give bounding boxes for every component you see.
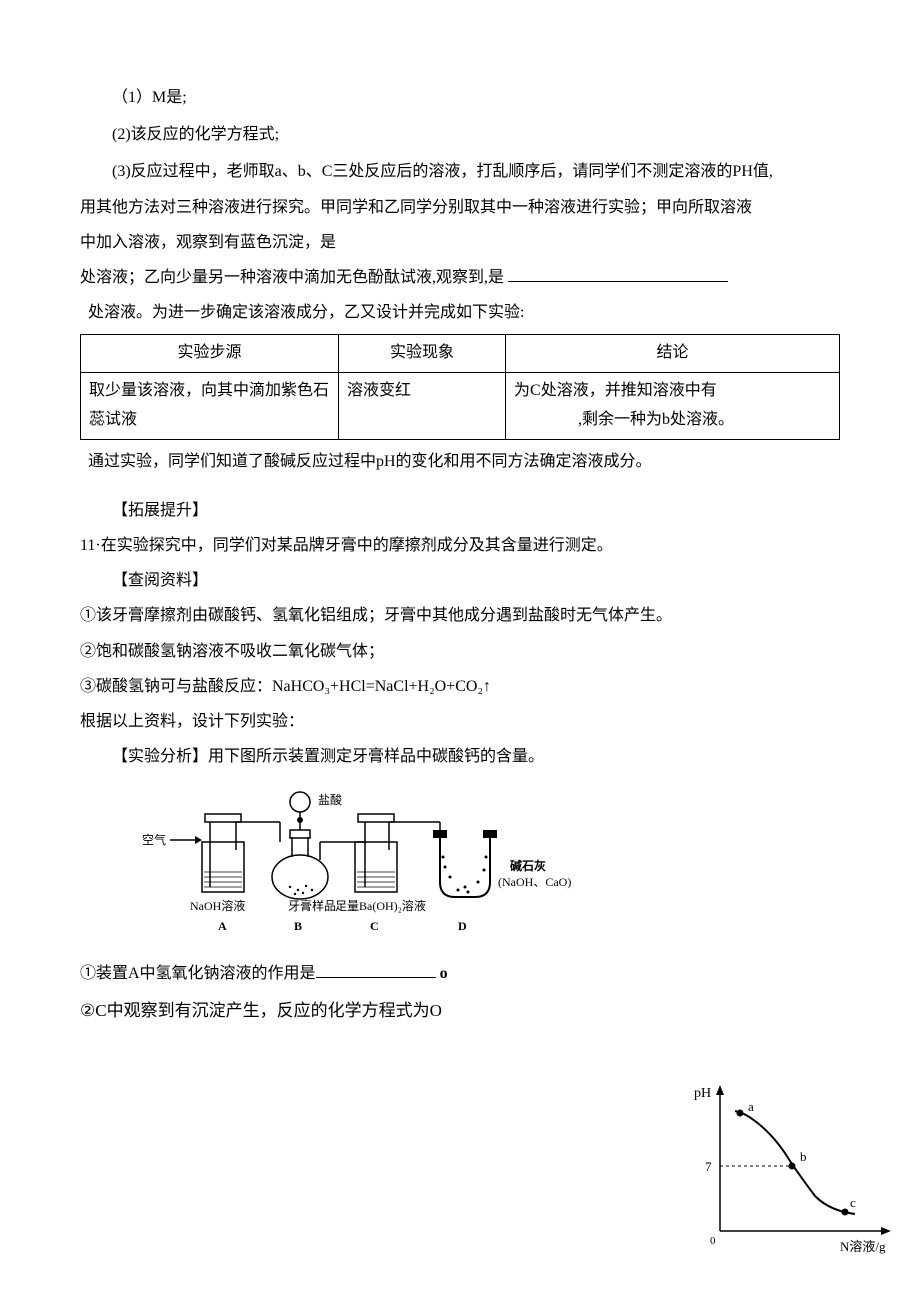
question-1: （1）M是; xyxy=(80,80,840,115)
table-header-steps: 实验步源 xyxy=(81,335,339,373)
cell-steps: 取少量该溶液，向其中滴加紫色石蕊试液 xyxy=(81,373,339,440)
apparatus-diagram: 空气 NaOH溶液 A 盐酸 xyxy=(140,782,580,952)
cell-conclusion: 为C处溶液，并推知溶液中有 ,剩余一种为b处溶液。 xyxy=(506,373,840,440)
sub-q1-end: o xyxy=(440,965,448,982)
q11-intro: 11·在实验探究中，同学们对某品牌牙膏中的摩擦剂成分及其含量进行测定。 xyxy=(80,528,840,563)
sub-question-1: ①装置A中氢氧化钠溶液的作用是 o xyxy=(80,956,840,991)
soda-lime-label: 碱石灰 xyxy=(510,858,546,873)
lookup-item-2: ②饱和碳酸氢钠溶液不吸收二氧化碳气体； xyxy=(80,634,840,669)
ph-y7: 7 xyxy=(705,1159,712,1174)
hcl-label: 盐酸 xyxy=(318,792,342,807)
ph-xlabel: N溶液/g xyxy=(840,1239,886,1254)
point-c: c xyxy=(850,1195,856,1210)
label-a: A xyxy=(218,919,227,933)
experiment-conclusion: 通过实验，同学们知道了酸碱反应过程中pH的变化和用不同方法确定溶液成分。 xyxy=(88,444,840,479)
label-d: D xyxy=(458,919,467,933)
table-header-conclusion: 结论 xyxy=(506,335,840,373)
air-label: 空气 xyxy=(142,832,166,847)
question-3-line2: 用其他方法对三种溶液进行探究。甲同学和乙同学分别取其中一种溶液进行实验；甲向所取… xyxy=(80,190,840,225)
analysis-title: 【实验分析】用下图所示装置测定牙膏样品中碳酸钙的含量。 xyxy=(80,739,840,774)
question-2: (2)该反应的化学方程式; xyxy=(80,117,840,152)
table-header-phenomenon: 实验现象 xyxy=(339,335,506,373)
conclusion-line1: 为C处溶液，并推知溶液中有 xyxy=(514,382,717,399)
conclusion-line2: ,剩余一种为b处溶液。 xyxy=(578,411,734,428)
question-3-line1: (3)反应过程中，老师取a、b、C三处反应后的溶液，打乱顺序后，请同学们不测定溶… xyxy=(80,154,840,189)
extension-title: 【拓展提升】 xyxy=(80,493,840,528)
cell-phenomenon: 溶液变红 xyxy=(339,373,506,440)
soda-lime-formula: (NaOH、CaO) xyxy=(498,875,571,889)
question-3-line5: 处溶液。为进一步确定该溶液成分，乙又设计并完成如下实验: xyxy=(88,295,840,330)
sub-question-2: ②C中观察到有沉淀产生，反应的化学方程式为O xyxy=(80,992,840,1029)
question-3-line3: 中加入溶液，观察到有蓝色沉淀，是 xyxy=(80,225,840,260)
question-3-line4: 处溶液；乙向少量另一种溶液中滴加无色酚酞试液,观察到,是 xyxy=(80,260,840,295)
blank-fill-line[interactable] xyxy=(508,266,728,282)
experiment-table: 实验步源 实验现象 结论 取少量该溶液，向其中滴加紫色石蕊试液 溶液变红 为C处… xyxy=(80,334,840,439)
lookup-title: 【查阅资料】 xyxy=(80,563,840,598)
origin-zero: 0 xyxy=(710,1235,716,1247)
label-c: C xyxy=(370,919,379,933)
q3-text-4: 处溶液；乙向少量另一种溶液中滴加无色酚酞试液,观察到,是 xyxy=(80,269,504,286)
ph-graph: pH N溶液/g 7 a b c 0 xyxy=(690,1081,900,1261)
table-row: 取少量该溶液，向其中滴加紫色石蕊试液 溶液变红 为C处溶液，并推知溶液中有 ,剩… xyxy=(81,373,840,440)
lookup-item-3: ③碳酸氢钠可与盐酸反应：NaHCO₃+HCl=NaCl+H₂O+CO₂↑ xyxy=(80,669,840,704)
lookup-end: 根据以上资料，设计下列实验： xyxy=(80,704,840,739)
ph-ylabel: pH xyxy=(694,1086,711,1101)
blank-fill-short[interactable] xyxy=(316,962,436,978)
label-b: B xyxy=(294,919,302,933)
lookup-item-1: ①该牙膏摩擦剂由碳酸钙、氢氧化铝组成；牙膏中其他成分遇到盐酸时无气体产生。 xyxy=(80,598,840,633)
baoh-label: 足量Ba(OH)₂溶液 xyxy=(335,898,426,913)
sub-q1-text: ①装置A中氢氧化钠溶液的作用是 xyxy=(80,965,316,982)
sample-label: 牙膏样品 xyxy=(288,898,336,913)
point-b: b xyxy=(800,1149,807,1164)
point-a: a xyxy=(748,1099,754,1114)
naoh-label: NaOH溶液 xyxy=(190,898,245,913)
